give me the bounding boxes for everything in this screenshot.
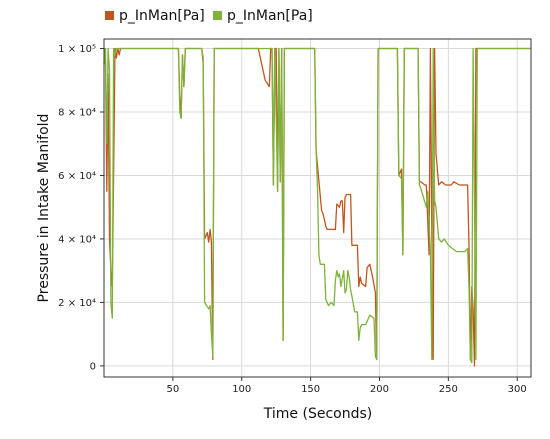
legend-swatch-1 — [105, 11, 114, 20]
legend-label-1: p_InMan[Pa] — [119, 8, 205, 24]
x-axis-label: Time (Seconds) — [263, 406, 372, 422]
x-tick-label: 200 — [370, 384, 389, 395]
y-axis-ticks: 0 2 × 10⁴ 4 × 10⁴ 6 × 10⁴ 8 × 10⁴ 1 × 10⁵ — [58, 44, 104, 372]
y-tick-label: 8 × 10⁴ — [58, 107, 96, 118]
series-group — [103, 47, 531, 367]
plot-frame — [103, 38, 532, 378]
y-tick-label: 1 × 10⁵ — [58, 44, 96, 55]
series-line-2 — [103, 47, 531, 364]
legend-label-2: p_InMan[Pa] — [227, 8, 313, 24]
x-axis-ticks: 50 100 150 200 250 300 — [167, 377, 527, 395]
y-axis-label: Pressure in Intake Manifold — [36, 114, 52, 303]
y-tick-label: 0 — [90, 361, 96, 372]
legend: p_InMan[Pa] p_InMan[Pa] — [105, 8, 313, 24]
y-tick-label: 4 × 10⁴ — [58, 234, 96, 245]
x-tick-label: 50 — [167, 384, 180, 395]
y-tick-label: 2 × 10⁴ — [58, 298, 96, 309]
x-tick-label: 300 — [508, 384, 527, 395]
x-tick-label: 250 — [439, 384, 458, 395]
legend-swatch-2 — [213, 11, 222, 20]
x-tick-label: 150 — [301, 384, 320, 395]
y-tick-label: 6 × 10⁴ — [58, 171, 96, 182]
x-tick-label: 100 — [232, 384, 251, 395]
